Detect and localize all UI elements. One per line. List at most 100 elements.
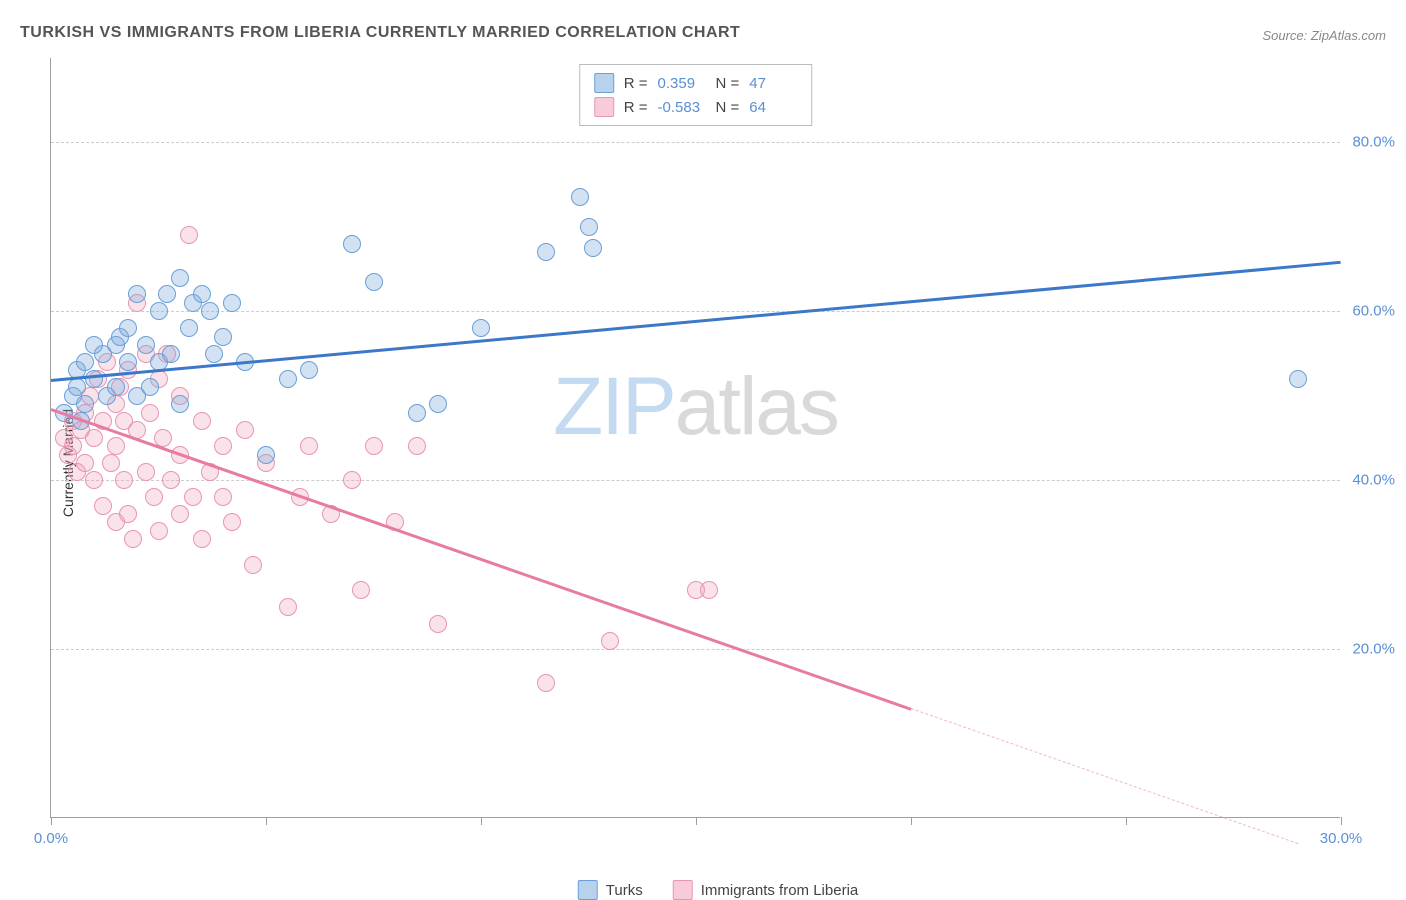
x-tick [1341, 817, 1342, 825]
scatter-point [180, 319, 198, 337]
scatter-point [700, 581, 718, 599]
scatter-point [193, 412, 211, 430]
scatter-point [193, 530, 211, 548]
scatter-point [76, 395, 94, 413]
y-tick-label: 60.0% [1352, 303, 1395, 320]
scatter-point [201, 302, 219, 320]
scatter-point [223, 513, 241, 531]
chart-container: Currently Married ZIPatlas R = 0.359 N =… [50, 58, 1386, 868]
trend-line [911, 708, 1298, 844]
scatter-point [205, 345, 223, 363]
gridline [51, 649, 1340, 650]
n-value-turks: 47 [749, 75, 797, 92]
legend-item-liberia: Immigrants from Liberia [673, 880, 859, 900]
scatter-point [223, 294, 241, 312]
x-tick-label: 30.0% [1320, 830, 1363, 847]
scatter-point [171, 269, 189, 287]
x-tick [696, 817, 697, 825]
scatter-point [214, 328, 232, 346]
scatter-point [150, 302, 168, 320]
x-tick [51, 817, 52, 825]
scatter-point [85, 370, 103, 388]
r-label: R = [624, 75, 648, 92]
scatter-point [279, 370, 297, 388]
n-label: N = [716, 99, 740, 116]
legend-item-turks: Turks [578, 880, 643, 900]
scatter-point [343, 235, 361, 253]
watermark-zip: ZIP [553, 361, 675, 452]
swatch-blue [594, 73, 614, 93]
scatter-point [150, 522, 168, 540]
scatter-point [128, 285, 146, 303]
scatter-point [279, 598, 297, 616]
scatter-point [365, 437, 383, 455]
legend-label-liberia: Immigrants from Liberia [701, 882, 859, 899]
scatter-point [68, 378, 86, 396]
scatter-point [119, 319, 137, 337]
trend-line [51, 409, 912, 712]
y-tick-label: 80.0% [1352, 134, 1395, 151]
legend-swatch-blue [578, 880, 598, 900]
scatter-point [141, 404, 159, 422]
scatter-point [537, 674, 555, 692]
scatter-point [171, 505, 189, 523]
scatter-point [85, 429, 103, 447]
r-value-liberia: -0.583 [658, 99, 706, 116]
scatter-point [85, 471, 103, 489]
scatter-point [107, 437, 125, 455]
x-tick [266, 817, 267, 825]
scatter-point [180, 226, 198, 244]
scatter-point [162, 345, 180, 363]
scatter-point [352, 581, 370, 599]
scatter-point [137, 336, 155, 354]
scatter-point [76, 454, 94, 472]
scatter-point [145, 488, 163, 506]
scatter-point [584, 239, 602, 257]
n-label: N = [716, 75, 740, 92]
scatter-point [472, 319, 490, 337]
scatter-point [365, 273, 383, 291]
scatter-point [158, 285, 176, 303]
stats-row-liberia: R = -0.583 N = 64 [594, 95, 798, 119]
scatter-point [601, 632, 619, 650]
scatter-point [244, 556, 262, 574]
n-value-liberia: 64 [749, 99, 797, 116]
watermark-atlas: atlas [675, 361, 838, 452]
gridline [51, 142, 1340, 143]
source-attribution: Source: ZipAtlas.com [1262, 28, 1386, 43]
scatter-point [214, 488, 232, 506]
scatter-point [102, 454, 120, 472]
scatter-point [429, 615, 447, 633]
scatter-point [571, 188, 589, 206]
scatter-point [64, 437, 82, 455]
r-label: R = [624, 99, 648, 116]
gridline [51, 311, 1340, 312]
scatter-point [300, 361, 318, 379]
scatter-point [119, 505, 137, 523]
y-tick-label: 20.0% [1352, 641, 1395, 658]
scatter-point [580, 218, 598, 236]
scatter-point [408, 437, 426, 455]
scatter-point [171, 395, 189, 413]
scatter-point [141, 378, 159, 396]
gridline [51, 480, 1340, 481]
legend-label-turks: Turks [606, 882, 643, 899]
scatter-point [124, 530, 142, 548]
stats-legend-box: R = 0.359 N = 47 R = -0.583 N = 64 [579, 64, 813, 126]
y-tick-label: 40.0% [1352, 472, 1395, 489]
source-link[interactable]: ZipAtlas.com [1311, 28, 1386, 43]
swatch-pink [594, 97, 614, 117]
scatter-point [184, 488, 202, 506]
scatter-point [537, 243, 555, 261]
trend-line [51, 261, 1341, 382]
scatter-point [94, 497, 112, 515]
r-value-turks: 0.359 [658, 75, 706, 92]
plot-area: ZIPatlas R = 0.359 N = 47 R = -0.583 N =… [50, 58, 1340, 818]
scatter-point [300, 437, 318, 455]
source-prefix: Source: [1262, 28, 1310, 43]
x-tick-label: 0.0% [34, 830, 68, 847]
scatter-point [107, 378, 125, 396]
scatter-point [236, 421, 254, 439]
scatter-point [257, 446, 275, 464]
scatter-point [115, 471, 133, 489]
